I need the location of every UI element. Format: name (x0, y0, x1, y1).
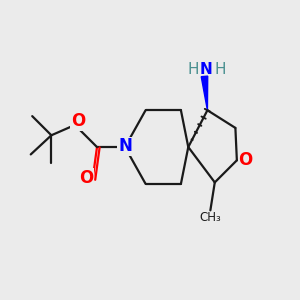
Text: CH₃: CH₃ (200, 211, 221, 224)
Text: O: O (79, 169, 93, 187)
Text: O: O (238, 151, 253, 169)
Text: H: H (215, 61, 226, 76)
Text: O: O (71, 112, 85, 130)
Text: N: N (200, 61, 213, 76)
Polygon shape (201, 76, 208, 110)
Text: N: N (118, 137, 132, 155)
Text: H: H (187, 61, 199, 76)
